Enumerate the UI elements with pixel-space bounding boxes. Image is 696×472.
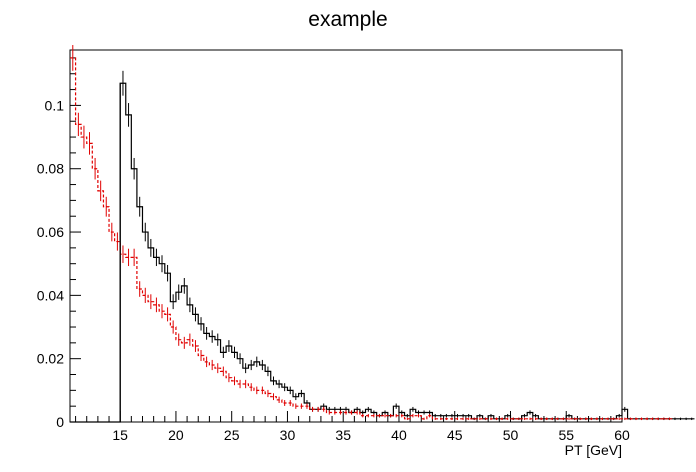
x-tick-label: 40	[391, 427, 407, 443]
series-step-line	[70, 57, 673, 420]
x-tick-label: 50	[503, 427, 519, 443]
x-axis-title: PT [GeV]	[565, 442, 622, 458]
x-tick-label: 30	[280, 427, 296, 443]
plot-frame	[69, 49, 623, 423]
y-tick-label: 0.06	[37, 224, 64, 240]
y-axis-tick-labels: 0 0.02 0.04 0.06 0.08 0.1	[37, 97, 64, 430]
chart-title: example	[308, 8, 387, 31]
y-tick-label: 0.08	[37, 161, 64, 177]
x-tick-label: 15	[112, 427, 128, 443]
series-group	[70, 45, 695, 423]
histogram-series-2	[70, 45, 673, 421]
x-axis-tick-labels: 15 20 25 30 35 40 45 50 55 60	[112, 427, 630, 443]
x-tick-label: 60	[614, 427, 630, 443]
y-tick-label: 0.1	[45, 97, 65, 113]
series-step-line	[70, 82, 695, 423]
x-tick-label: 55	[558, 427, 574, 443]
axis-ticks	[70, 57, 623, 423]
y-tick-label: 0.02	[37, 351, 64, 367]
x-tick-label: 20	[168, 427, 184, 443]
x-tick-label: 45	[447, 427, 463, 443]
x-tick-label: 35	[335, 427, 351, 443]
x-tick-label: 25	[224, 427, 240, 443]
histogram-series-1	[70, 70, 695, 423]
y-tick-label: 0	[56, 414, 64, 430]
y-tick-label: 0.04	[37, 287, 64, 303]
